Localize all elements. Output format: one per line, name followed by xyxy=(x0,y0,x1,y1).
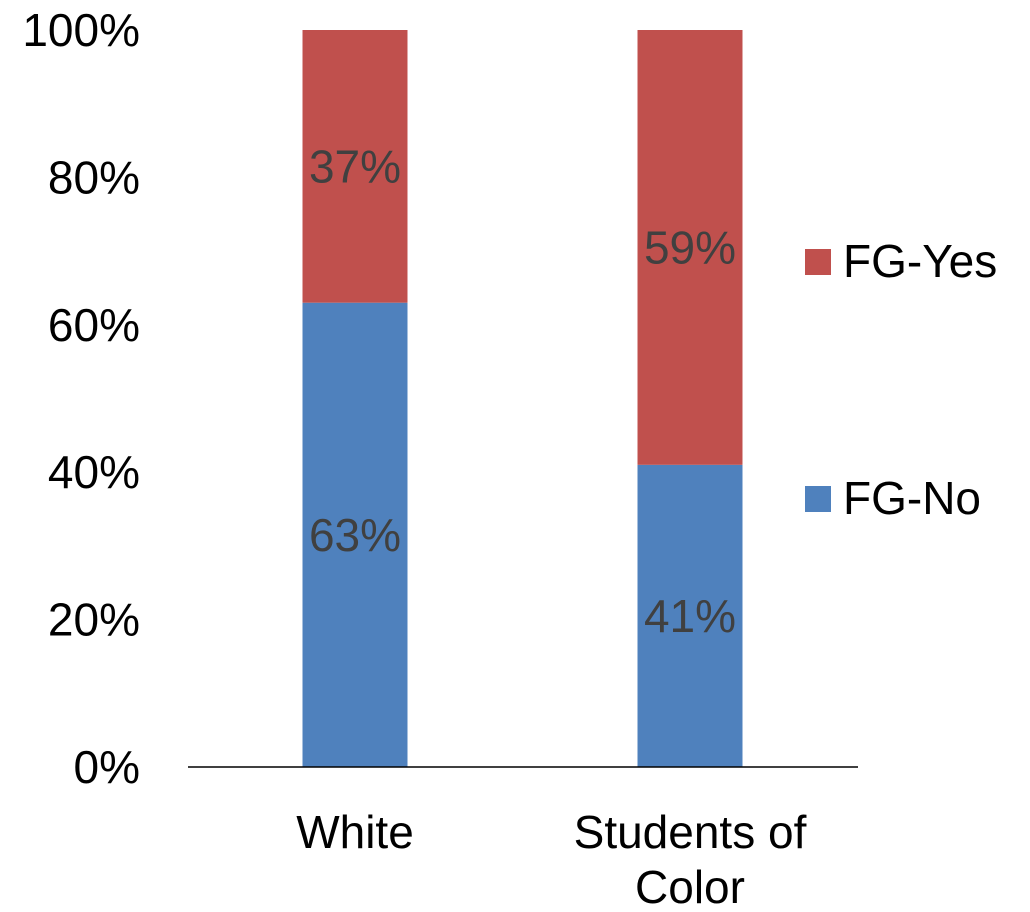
y-tick-label: 60% xyxy=(48,299,140,351)
data-label-fg-yes: 37% xyxy=(309,140,401,192)
legend-swatch xyxy=(805,486,831,512)
bar-segment-fg-no xyxy=(637,464,743,767)
legend-item-fg-yes: FG-Yes xyxy=(805,235,997,287)
y-tick-label: 80% xyxy=(48,151,140,203)
category-label: Students of xyxy=(574,806,807,858)
data-label-fg-no: 41% xyxy=(644,590,736,642)
y-tick-label: 100% xyxy=(22,4,140,56)
y-tick-label: 40% xyxy=(48,446,140,498)
y-axis: 0% 20% 40% 60% 80% 100% xyxy=(22,4,140,793)
legend-item-fg-no: FG-No xyxy=(805,472,981,524)
bar-segment-fg-yes xyxy=(637,30,743,465)
y-tick-label: 0% xyxy=(74,741,140,793)
legend-swatch xyxy=(805,249,831,275)
category-label: Color xyxy=(635,861,745,912)
legend: FG-Yes FG-No xyxy=(805,235,997,524)
y-tick-label: 20% xyxy=(48,594,140,646)
bar-segment-fg-yes xyxy=(302,30,408,303)
data-label-fg-yes: 59% xyxy=(644,221,736,273)
bars xyxy=(302,30,743,767)
legend-label: FG-Yes xyxy=(843,235,997,287)
legend-label: FG-No xyxy=(843,472,981,524)
category-label: White xyxy=(296,806,414,858)
data-labels: 63% 37% 41% 59% xyxy=(309,140,736,642)
bar-segment-fg-no xyxy=(302,302,408,767)
data-label-fg-no: 63% xyxy=(309,509,401,561)
